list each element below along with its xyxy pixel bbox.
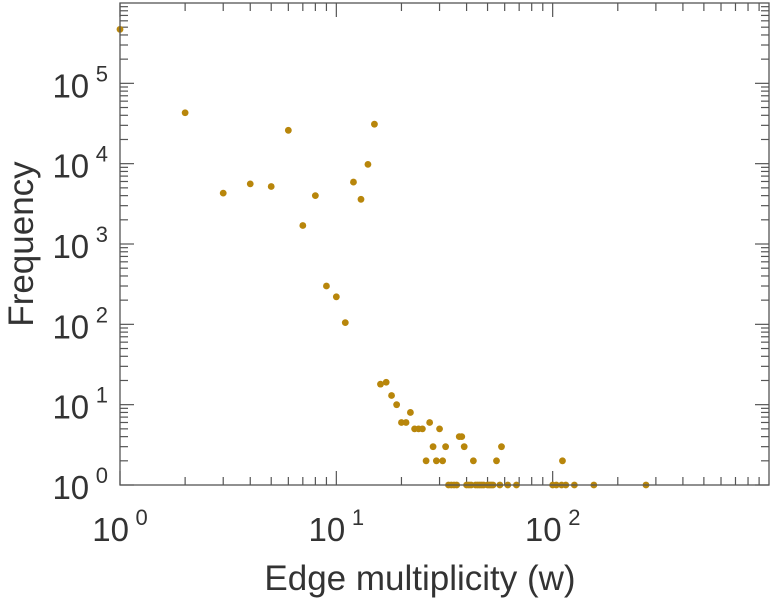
data-point xyxy=(388,392,395,399)
data-point xyxy=(311,192,319,200)
data-point xyxy=(181,109,189,117)
data-points xyxy=(116,25,650,489)
data-point xyxy=(460,443,468,451)
data-point xyxy=(426,419,434,426)
x-axis-title: Edge multiplicity (w) xyxy=(264,559,575,598)
data-point xyxy=(469,457,477,465)
data-point xyxy=(422,457,430,465)
data-point xyxy=(364,160,372,168)
data-point xyxy=(436,425,443,433)
x-tick-label: 10 1 xyxy=(309,505,365,548)
data-point xyxy=(219,189,227,197)
data-point xyxy=(432,457,440,465)
data-point xyxy=(458,433,466,441)
x-tick-label: 10 0 xyxy=(92,505,148,548)
data-point xyxy=(341,319,349,327)
y-tick-label: 10 0 xyxy=(52,463,108,506)
x-tick-label: 10 2 xyxy=(525,505,581,548)
y-tick-label: 10 3 xyxy=(52,222,108,265)
data-point xyxy=(498,443,505,451)
y-tick-label: 10 1 xyxy=(52,383,108,426)
data-point xyxy=(371,120,378,128)
data-point xyxy=(332,293,340,301)
data-point xyxy=(439,457,447,465)
data-point xyxy=(299,222,307,229)
plot-frame xyxy=(119,2,770,486)
y-tick-label: 10 2 xyxy=(52,302,108,345)
y-tick-label: 10 5 xyxy=(52,61,108,104)
x-tick-labels: 10 0 10 1 10 2 xyxy=(92,505,580,548)
data-point xyxy=(429,443,437,451)
data-point xyxy=(493,457,500,465)
y-tick-labels: 10 0 10 1 10 2 10 3 10 4 10 5 xyxy=(52,61,108,506)
data-point xyxy=(393,401,401,409)
data-point xyxy=(559,457,566,465)
data-point xyxy=(267,183,275,190)
data-point xyxy=(442,443,450,451)
data-point xyxy=(382,378,390,386)
data-point xyxy=(377,380,384,388)
data-point xyxy=(407,409,414,416)
data-point xyxy=(402,419,410,426)
data-point xyxy=(246,180,254,188)
data-point xyxy=(350,178,357,186)
y-tick-label: 10 4 xyxy=(52,142,108,185)
y-axis-title: Frequency xyxy=(2,161,41,327)
axis-ticks xyxy=(119,3,769,486)
data-point xyxy=(419,425,426,433)
data-point xyxy=(357,195,365,203)
data-point xyxy=(323,282,330,290)
data-point xyxy=(284,126,292,134)
